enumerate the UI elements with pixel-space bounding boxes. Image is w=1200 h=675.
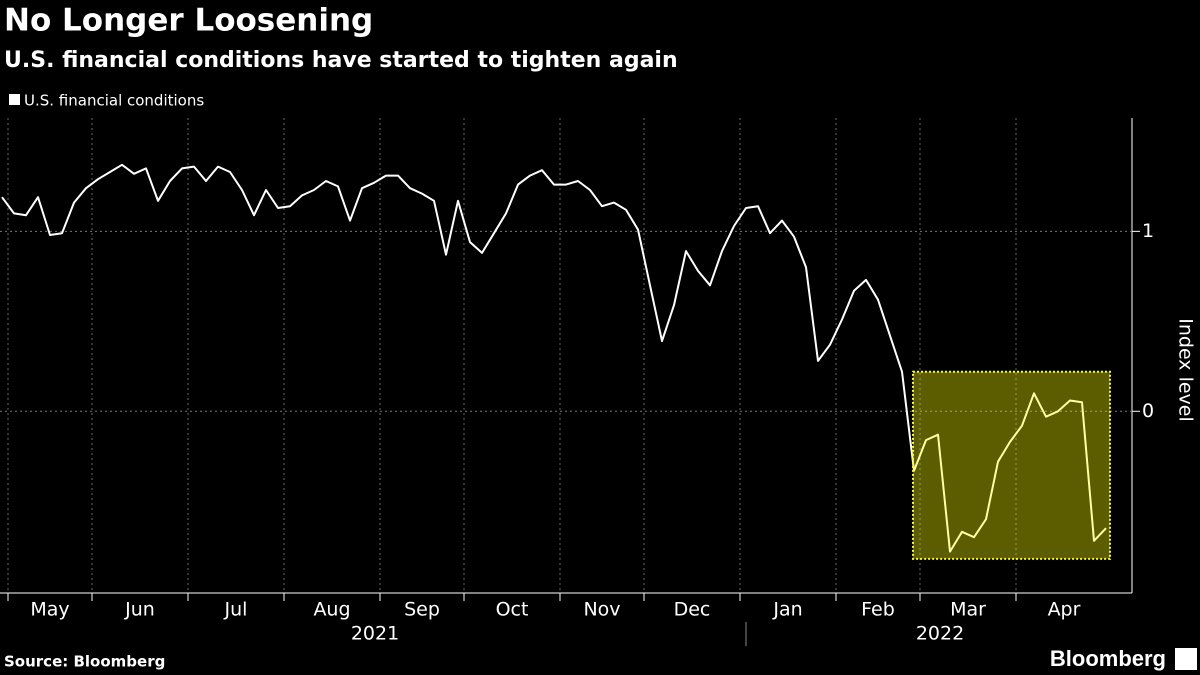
x-tick-label: Jan	[772, 599, 802, 621]
x-tick-label: Sep	[404, 599, 440, 621]
y-tick-label: 1	[1142, 220, 1154, 242]
y-axis-title: Index level	[1175, 318, 1197, 422]
x-tick-label: Nov	[583, 599, 620, 621]
chart-subtitle: U.S. financial conditions have started t…	[4, 48, 678, 73]
legend-label: U.S. financial conditions	[24, 92, 204, 110]
x-tick-label: Mar	[950, 599, 986, 621]
legend-swatch	[9, 94, 20, 105]
series-line	[1, 163, 1107, 553]
year-label: 2021	[351, 623, 399, 645]
y-tick-label: 0	[1142, 400, 1154, 422]
x-tick-label: Aug	[313, 599, 350, 621]
x-tick-label: Dec	[674, 599, 711, 621]
x-tick-label: Jun	[124, 599, 155, 621]
brand-icon	[1175, 648, 1197, 670]
year-label: 2022	[916, 623, 964, 645]
x-tick-label: Jul	[224, 599, 248, 621]
brand: Bloomberg	[1050, 646, 1166, 671]
chart-title: No Longer Loosening	[4, 3, 373, 39]
highlight-box	[912, 370, 1111, 560]
x-tick-label: Oct	[496, 599, 529, 621]
source: Source: Bloomberg	[4, 653, 165, 671]
x-tick-label: Apr	[1048, 599, 1081, 621]
x-tick-label: Feb	[861, 599, 895, 621]
x-tick-label: May	[30, 599, 69, 621]
